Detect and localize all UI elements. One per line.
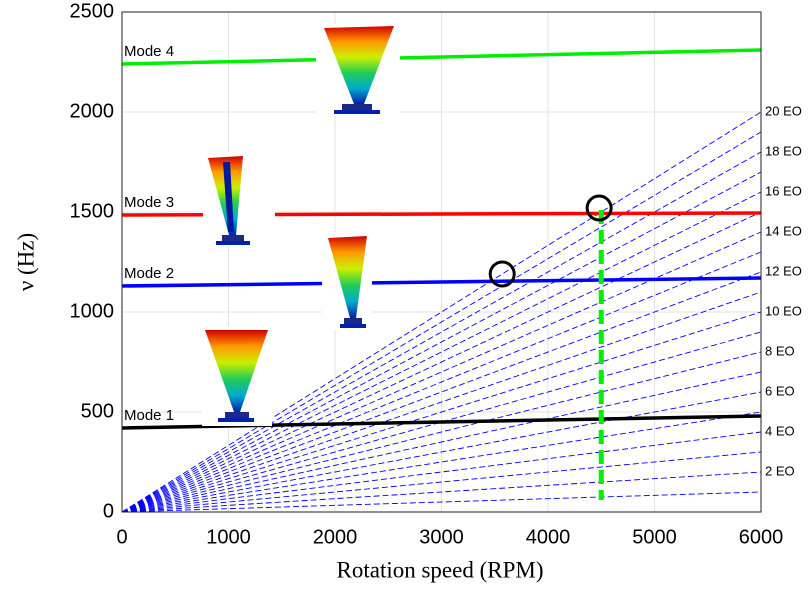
eo-line	[121, 491, 762, 513]
y-tick-label: 1500	[70, 200, 115, 222]
mode-label: Mode 3	[124, 194, 174, 211]
eo-line	[121, 351, 762, 513]
eo-line	[121, 291, 762, 513]
eo-label: 2 EO	[765, 463, 795, 478]
x-tick-label: 5000	[632, 526, 677, 548]
mode-label: Mode 1	[124, 407, 174, 424]
mode-shape-3	[203, 152, 275, 246]
eo-label: 16 EO	[765, 183, 802, 198]
eo-line	[121, 331, 762, 513]
mode-label: Mode 4	[124, 43, 174, 60]
x-tick-label: 3000	[419, 526, 464, 548]
eo-label: 8 EO	[765, 343, 795, 358]
marker-circle	[488, 260, 516, 288]
eo-line	[121, 471, 762, 513]
y-tick-label: 1000	[70, 300, 115, 322]
eo-line	[121, 431, 762, 513]
eo-line	[121, 171, 762, 513]
y-tick-label: 0	[103, 500, 114, 522]
eo-line	[121, 311, 762, 513]
y-axis-label: ν (Hz)	[13, 233, 38, 291]
eo-label: 10 EO	[765, 303, 802, 318]
y-tick-label: 2000	[70, 100, 115, 122]
overlay: 0 1000 2000 3000 4000 5000 6000 0 500 1000 1500 200…	[70, 0, 802, 548]
marker-circle	[585, 194, 613, 222]
x-tick-label: 4000	[526, 526, 571, 548]
eo-line	[121, 191, 762, 513]
eo-line	[121, 271, 762, 513]
eo-line	[121, 211, 762, 513]
mode-shape-4	[316, 24, 400, 116]
eo-label: 18 EO	[765, 143, 802, 158]
eo-line	[121, 451, 762, 513]
eo-line	[121, 251, 762, 513]
eo-line	[121, 151, 762, 513]
mode-line	[121, 276, 762, 288]
eo-line	[121, 131, 762, 513]
x-tick-label: 6000	[739, 526, 784, 548]
x-tick-label: 2000	[313, 526, 358, 548]
eo-label: 12 EO	[765, 263, 802, 278]
plot-frame	[121, 11, 762, 513]
eo-label: 20 EO	[765, 103, 802, 118]
y-tick-label: 500	[81, 400, 114, 422]
eo-line	[121, 371, 762, 513]
x-tick-label: 1000	[206, 526, 251, 548]
y-tick-label: 2500	[70, 0, 115, 22]
mode-shapes	[202, 24, 400, 426]
eo-label: 14 EO	[765, 223, 802, 238]
mode-shape-1	[202, 326, 272, 426]
mode-line	[121, 48, 762, 66]
x-tick-label: 0	[116, 526, 127, 548]
x-axis-label: Rotation speed (RPM)	[337, 557, 544, 582]
eo-label: 6 EO	[765, 383, 795, 398]
eo-label: 4 EO	[765, 423, 795, 438]
plot-area	[121, 11, 762, 513]
mode-label: Mode 2	[124, 265, 174, 282]
mode-shape-2	[322, 232, 372, 330]
eo-line	[121, 391, 762, 513]
